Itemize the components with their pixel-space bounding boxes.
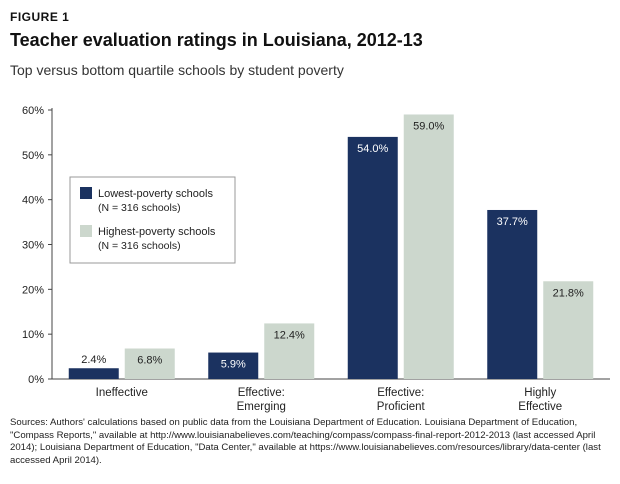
- x-tick-label: Proficient: [377, 401, 426, 413]
- y-tick-label: 50%: [22, 150, 44, 162]
- legend-swatch-lowest: [80, 187, 92, 199]
- bar-lowest-poverty: [68, 368, 119, 379]
- x-tick-label: Emerging: [237, 401, 286, 413]
- legend-note: (N = 316 schools): [98, 202, 181, 214]
- data-label: 12.4%: [274, 329, 305, 341]
- legend-box: [69, 176, 236, 264]
- bar-lowest-poverty: [487, 209, 538, 379]
- x-tick-label: Ineffective: [96, 387, 148, 399]
- bar-highest-poverty: [403, 114, 454, 379]
- data-label: 37.7%: [497, 216, 528, 228]
- legend-label: Highest-poverty schools: [98, 226, 216, 238]
- y-tick-label: 40%: [22, 195, 44, 207]
- data-label: 21.8%: [553, 287, 584, 299]
- data-label: 6.8%: [137, 355, 162, 367]
- legend-label: Lowest-poverty schools: [98, 188, 213, 200]
- y-tick-label: 30%: [22, 240, 44, 252]
- sources-note: Sources: Authors' calculations based on …: [10, 417, 601, 466]
- y-tick-label: 60%: [22, 105, 44, 117]
- chart-subtitle: Top versus bottom quartile schools by st…: [10, 62, 344, 78]
- x-tick-label: Effective: [518, 401, 562, 413]
- data-label: 54.0%: [357, 143, 388, 155]
- bar-highest-poverty: [264, 323, 315, 379]
- chart-title: Teacher evaluation ratings in Louisiana,…: [10, 30, 423, 50]
- data-label: 2.4%: [81, 354, 106, 366]
- data-label: 59.0%: [413, 120, 444, 132]
- bar-highest-poverty: [124, 348, 175, 379]
- figure-label: FIGURE 1: [10, 10, 70, 24]
- y-tick-label: 10%: [22, 329, 44, 341]
- bar-lowest-poverty: [347, 136, 398, 379]
- legend-note: (N = 316 schools): [98, 240, 181, 252]
- x-tick-label: Effective:: [238, 387, 285, 399]
- bar-highest-poverty: [543, 281, 594, 379]
- data-label: 5.9%: [221, 359, 246, 371]
- legend-swatch-highest: [80, 225, 92, 237]
- x-tick-label: Effective:: [377, 387, 424, 399]
- x-tick-label: Highly: [524, 387, 556, 399]
- y-tick-label: 20%: [22, 284, 44, 296]
- bar-chart: 0% 10% 20% 30% 40% 50% 60% 2.4% 6.8% Ineffective 5…: [22, 105, 610, 413]
- bar-lowest-poverty: [208, 352, 259, 379]
- y-tick-label: 0%: [28, 374, 44, 386]
